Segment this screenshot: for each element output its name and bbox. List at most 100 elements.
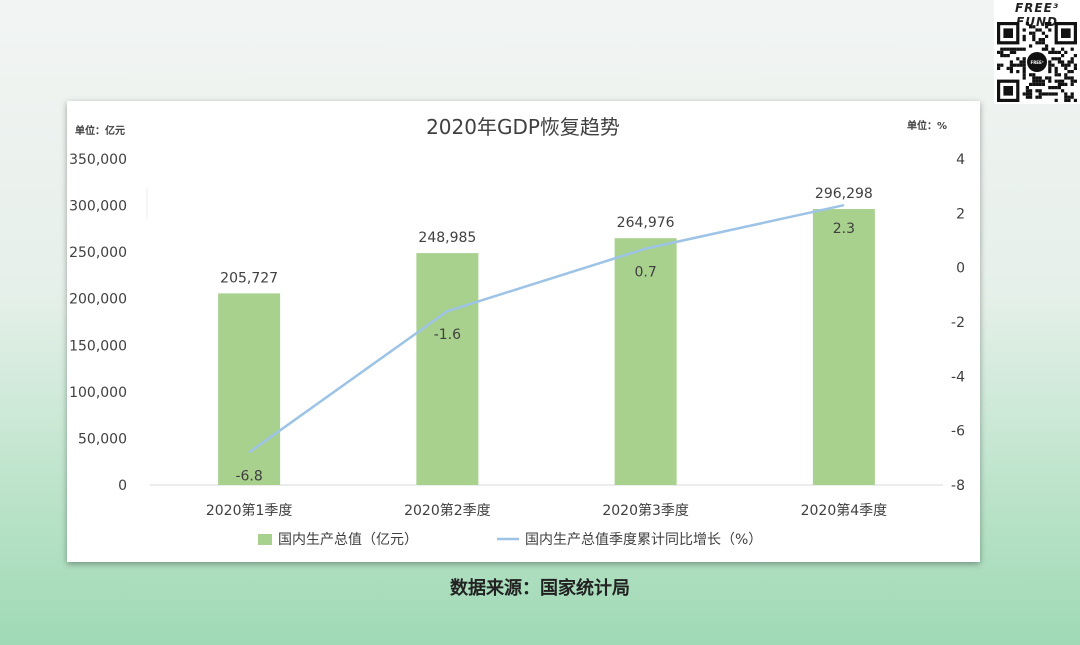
qr-module (1016, 57, 1020, 61)
qr-module (1067, 76, 1071, 80)
qr-module (1048, 22, 1052, 26)
qr-module (1029, 92, 1033, 96)
qr-modules (997, 22, 1077, 102)
qr-module (1009, 47, 1013, 51)
qr-module (1061, 63, 1065, 67)
qr-module (1057, 73, 1061, 77)
qr-module (1041, 92, 1045, 96)
qr-module (1051, 63, 1055, 67)
bar-data-label: 296,298 (815, 186, 873, 202)
qr-module (1054, 86, 1058, 90)
qr-module (1035, 76, 1039, 80)
qr-module (1073, 66, 1077, 70)
qr-module (1025, 95, 1029, 99)
qr-module (1029, 73, 1033, 77)
qr-module (1073, 54, 1077, 58)
qr-finder (1003, 86, 1013, 96)
y-left-tick-label: 50,000 (78, 431, 127, 447)
qr-module (1016, 47, 1020, 51)
qr-module (1032, 34, 1036, 38)
qr-module (1038, 41, 1042, 45)
qr-module (997, 63, 1001, 67)
growth-line (248, 203, 845, 454)
qr-module (1048, 86, 1052, 90)
legend-line-label: 国内生产总值季度累计同比增长（%） (525, 532, 762, 548)
qr-module (1064, 92, 1068, 96)
qr-module (1038, 82, 1042, 86)
qr-module (1070, 82, 1074, 86)
qr-module (1057, 60, 1061, 64)
qr-module (1009, 66, 1013, 70)
qr-module (1054, 79, 1058, 83)
qr-module (1048, 28, 1052, 32)
qr-module (1045, 76, 1049, 80)
qr-module (1041, 31, 1045, 35)
y-right-tick-label: -8 (951, 478, 965, 494)
qr-module (1000, 63, 1004, 67)
qr-module (1064, 76, 1068, 80)
qr-module (1022, 38, 1026, 42)
qr-module (1051, 86, 1055, 90)
qr-module (1067, 95, 1071, 99)
qr-module (1064, 95, 1068, 99)
qr-finder (1061, 28, 1071, 38)
qr-center-logo (1027, 52, 1047, 72)
qr-module (1022, 76, 1026, 80)
qr-module (1073, 63, 1077, 67)
chart-card: 2020年GDP恢复趋势 单位：亿元 单位：% 0 50,000 100,000 15… (67, 101, 980, 562)
qr-module (1035, 89, 1039, 93)
qr-module (1019, 63, 1023, 67)
qr-module (1025, 89, 1029, 93)
qr-module (1064, 63, 1068, 67)
qr-module (1057, 50, 1061, 54)
qr-module (1022, 34, 1026, 38)
qr-module (1038, 95, 1042, 99)
qr-module (1045, 47, 1049, 51)
qr-module (1048, 60, 1052, 64)
x-tick-label: 2020第3季度 (602, 502, 689, 519)
qr-module (1009, 50, 1013, 54)
qr-module (1057, 57, 1061, 61)
qr-module (1022, 57, 1026, 61)
bar (218, 293, 281, 485)
qr-module (1035, 28, 1039, 32)
qr-module (1019, 47, 1023, 51)
qr-module (1061, 79, 1065, 83)
qr-module (1022, 92, 1026, 96)
qr-code: FREE³ (997, 22, 1077, 102)
qr-module (1013, 47, 1017, 51)
line-data-label: -1.6 (434, 327, 461, 343)
qr-module (1048, 70, 1052, 74)
qr-module (1025, 86, 1029, 90)
qr-module (1022, 47, 1026, 51)
qr-module (1029, 89, 1033, 93)
y-right-tick-label: 4 (956, 152, 965, 168)
qr-module (1045, 34, 1049, 38)
qr-module (1022, 63, 1026, 67)
qr-module (1057, 79, 1061, 83)
qr-module (1029, 95, 1033, 99)
qr-module (1064, 73, 1068, 77)
qr-module (1041, 38, 1045, 42)
x-tick-label: 2020第2季度 (404, 502, 491, 519)
line-data-label: 0.7 (634, 265, 656, 281)
y-right-tick-label: -2 (951, 315, 965, 331)
x-tick-label: 2020第4季度 (801, 502, 888, 519)
qr-module (1067, 63, 1071, 67)
y-right-tick-label: 2 (956, 206, 965, 222)
qr-module (1073, 98, 1077, 102)
qr-module (1035, 41, 1039, 45)
bar-data-label: 264,976 (617, 215, 675, 231)
qr-module (1038, 76, 1042, 80)
gdp-chart: 2020年GDP恢复趋势 单位：亿元 单位：% 0 50,000 100,000 15… (69, 115, 965, 548)
y-left-tick-label: 0 (118, 478, 127, 494)
qr-module (1048, 92, 1052, 96)
qr-module (1025, 22, 1029, 26)
qr-module (1064, 82, 1068, 86)
qr-module (1070, 70, 1074, 74)
qr-module (1041, 41, 1045, 45)
labels-group: 205,727 248,985 264,976 296,298 -6.8 -1.6 0.7 2… (220, 186, 873, 484)
y-left-tick-label: 300,000 (69, 199, 127, 215)
y-left-tick-label: 350,000 (69, 152, 127, 168)
qr-module (1000, 54, 1004, 58)
